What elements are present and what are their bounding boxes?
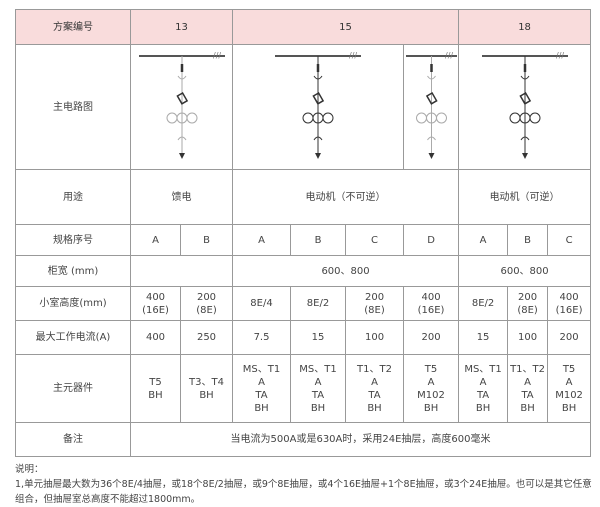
usage-value: 电动机（可逆） xyxy=(458,169,592,225)
svg-text:///: /// xyxy=(445,51,453,60)
height-cell: 400 (16E) xyxy=(130,286,181,321)
usage-label: 用途 xyxy=(15,169,131,225)
circuit-diagram-15: /// xyxy=(232,44,405,170)
height-cell: 200 (8E) xyxy=(345,286,405,321)
scheme-18: 18 xyxy=(458,9,592,45)
current-label: 最大工作电流(A) xyxy=(15,320,131,355)
components-cell: MS、T1 A TA BH xyxy=(232,354,292,423)
spec-cell: C xyxy=(547,224,592,256)
spec-cell: C xyxy=(345,224,405,256)
height-cell: 400 (16E) xyxy=(403,286,460,321)
current-row: 最大工作电流(A) 400 250 7.5 15 100 200 15 100 200 xyxy=(15,320,592,355)
svg-text:///: /// xyxy=(213,51,221,60)
width-value: 600、800 xyxy=(458,255,592,287)
height-cell: 400 (16E) xyxy=(547,286,592,321)
height-cell: 8E/2 xyxy=(458,286,509,321)
spec-cell: A xyxy=(130,224,181,256)
circuit-diagram-13: /// xyxy=(129,44,234,170)
spec-cell: A xyxy=(458,224,509,256)
usage-value: 馈电 xyxy=(129,169,234,225)
spec-cell: B xyxy=(179,224,234,256)
components-label: 主元器件 xyxy=(15,354,131,423)
current-cell: 200 xyxy=(547,320,592,355)
usage-row: 用途 馈电 电动机（不可逆） 电动机（可逆） xyxy=(15,169,592,225)
components-cell: T5 A M102 BH xyxy=(547,354,592,423)
current-cell: 7.5 xyxy=(232,320,292,355)
current-cell: 250 xyxy=(179,320,234,355)
remark-row: 备注 当电流为500A或是630A时，采用24E抽层，高度600毫米 xyxy=(15,422,592,457)
spec-cell: B xyxy=(507,224,549,256)
components-cell: T5 A M102 BH xyxy=(403,354,460,423)
components-cell: T5 BH xyxy=(130,354,181,423)
width-row: 柜宽 (mm) 600、800 600、800 xyxy=(15,255,592,287)
diagram-label: 主电路图 xyxy=(15,44,131,170)
remark-value: 当电流为500A或是630A时，采用24E抽层，高度600毫米 xyxy=(129,422,592,457)
height-cell: 200 (8E) xyxy=(507,286,549,321)
components-cell: T1、T2 A TA BH xyxy=(507,354,549,423)
circuit-diagram-15d: /// xyxy=(403,44,460,170)
components-cell: MS、T1 A TA BH xyxy=(458,354,509,423)
circuit-diagram-18: /// xyxy=(458,44,592,170)
notes-line: 1,单元抽屉最大数为36个8E/4抽屉，或18个8E/2抽屉，或9个8E抽屉，或… xyxy=(15,479,592,505)
components-row: 主元器件 T5 BH T3、T4 BH MS、T1 A TA BH MS、T1 A TA… xyxy=(15,354,592,423)
current-cell: 100 xyxy=(507,320,549,355)
spec-cell: A xyxy=(232,224,292,256)
remark-label: 备注 xyxy=(15,422,131,457)
notes-title: 说明： xyxy=(15,464,44,475)
spec-cell: D xyxy=(403,224,460,256)
width-value: 600、800 xyxy=(232,255,460,287)
current-cell: 15 xyxy=(458,320,509,355)
current-cell: 15 xyxy=(290,320,347,355)
components-cell: T1、T2 A TA BH xyxy=(345,354,405,423)
spec-cell: B xyxy=(290,224,347,256)
height-cell: 200 (8E) xyxy=(179,286,234,321)
scheme-table: 方案编号 13 15 18 主电路图 /// /// /// /// 用途 馈电… xyxy=(15,9,592,457)
header-label: 方案编号 xyxy=(15,9,131,45)
height-cell: 8E/4 xyxy=(232,286,292,321)
width-value xyxy=(129,255,234,287)
current-cell: 400 xyxy=(130,320,181,355)
height-cell: 8E/2 xyxy=(290,286,347,321)
components-cell: MS、T1 A TA BH xyxy=(290,354,347,423)
usage-value: 电动机（不可逆） xyxy=(232,169,460,225)
notes: 说明： 1,单元抽屉最大数为36个8E/4抽屉，或18个8E/2抽屉，或9个8E… xyxy=(15,462,595,507)
scheme-13: 13 xyxy=(129,9,234,45)
spec-row: 规格序号 A B A B C D A B C xyxy=(15,224,592,256)
scheme-15: 15 xyxy=(232,9,460,45)
height-label: 小室高度(mm) xyxy=(15,286,131,321)
current-cell: 100 xyxy=(345,320,405,355)
components-cell: T3、T4 BH xyxy=(179,354,234,423)
width-label: 柜宽 (mm) xyxy=(15,255,131,287)
spec-label: 规格序号 xyxy=(15,224,131,256)
height-row: 小室高度(mm) 400 (16E) 200 (8E) 8E/4 8E/2 200 (8E… xyxy=(15,286,592,321)
svg-text:///: /// xyxy=(349,51,357,60)
diagram-row: 主电路图 /// /// /// /// xyxy=(15,44,592,170)
header-row: 方案编号 13 15 18 xyxy=(15,9,592,45)
svg-text:///: /// xyxy=(556,51,564,60)
current-cell: 200 xyxy=(403,320,460,355)
